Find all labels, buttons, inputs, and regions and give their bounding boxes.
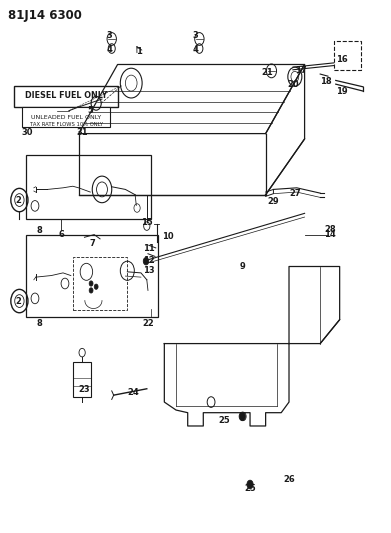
Text: 25: 25: [244, 484, 256, 493]
Text: 7: 7: [90, 239, 95, 248]
Text: 1: 1: [136, 47, 142, 55]
Text: 16: 16: [336, 55, 348, 63]
Text: 18: 18: [320, 77, 332, 86]
Text: 4: 4: [192, 45, 199, 54]
Text: 3: 3: [193, 31, 198, 40]
Text: 20: 20: [287, 79, 299, 88]
Text: 2: 2: [15, 196, 21, 205]
Circle shape: [247, 480, 253, 489]
Text: 25: 25: [219, 416, 231, 425]
Text: 9: 9: [239, 262, 245, 271]
Bar: [73, 362, 91, 397]
Bar: [334, 41, 361, 70]
Text: 5: 5: [87, 106, 93, 115]
Text: 10: 10: [162, 232, 174, 241]
Text: 27: 27: [289, 189, 301, 198]
Text: 8: 8: [36, 226, 42, 235]
Circle shape: [94, 284, 98, 289]
Text: 24: 24: [127, 388, 139, 397]
Text: 31: 31: [77, 128, 88, 137]
Text: 8: 8: [36, 319, 42, 328]
Text: 26: 26: [283, 475, 295, 483]
Circle shape: [89, 281, 93, 286]
Text: 6: 6: [58, 230, 64, 239]
Bar: [14, 86, 118, 107]
Text: 11: 11: [143, 245, 154, 254]
Circle shape: [239, 412, 246, 421]
Text: 4: 4: [107, 45, 113, 54]
Text: 19: 19: [336, 86, 348, 95]
Bar: [73, 257, 127, 310]
Text: 14: 14: [324, 230, 336, 239]
Text: 29: 29: [267, 197, 279, 206]
Text: TAX RATE FLOWS 10% ONLY: TAX RATE FLOWS 10% ONLY: [30, 122, 103, 126]
Bar: [26, 155, 151, 219]
Circle shape: [89, 288, 93, 293]
Text: 22: 22: [143, 319, 154, 328]
Text: UNLEADED FUEL ONLY: UNLEADED FUEL ONLY: [31, 115, 101, 119]
Text: 13: 13: [143, 266, 154, 275]
Text: 12: 12: [143, 256, 154, 264]
Text: 15: 15: [141, 219, 152, 228]
Bar: [22, 107, 110, 127]
Text: 2: 2: [15, 296, 21, 305]
Text: 17: 17: [295, 67, 307, 75]
Text: 21: 21: [262, 68, 273, 77]
Text: 3: 3: [107, 31, 113, 40]
Text: 81J14 6300: 81J14 6300: [9, 9, 83, 22]
Circle shape: [143, 257, 149, 265]
Text: 23: 23: [79, 385, 90, 394]
Text: 28: 28: [324, 225, 336, 234]
Text: 30: 30: [22, 128, 33, 137]
Bar: [26, 235, 158, 317]
Text: DIESEL FUEL ONLY: DIESEL FUEL ONLY: [25, 91, 108, 100]
